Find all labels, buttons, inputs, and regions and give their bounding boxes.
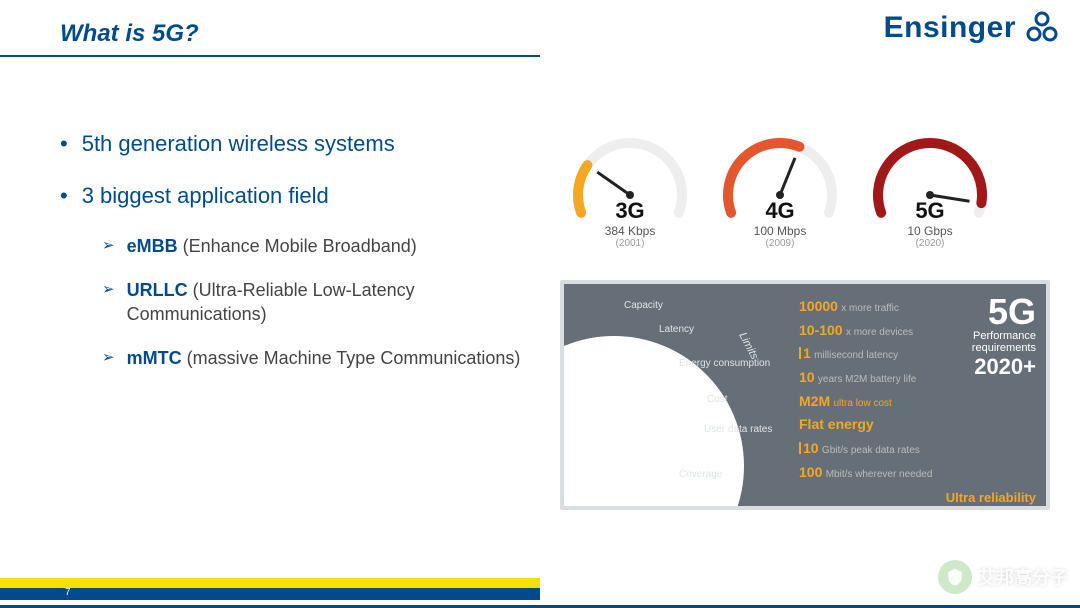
ray-label: Latency [659,324,694,335]
bullet-item: • 3 biggest application field [60,182,540,210]
metric-row: Flat energy [799,414,932,436]
metric-row: M2M ultra low cost [799,391,932,413]
panel-ultra: Ultra reliability [946,490,1036,505]
gauge-year: (2001) [560,238,700,249]
metric-row: 1 millisecond latency [799,343,932,365]
page-number: 7 [65,587,71,598]
brand-logo: Ensinger [884,10,1060,46]
sub-text: mMTC (massive Machine Type Communication… [127,346,521,370]
footer-yellow-bar [0,578,540,588]
sub-bullet: ➢ eMBB (Enhance Mobile Broadband) [102,234,540,258]
ray-label: User data rates [704,424,772,435]
bullet-text: 3 biggest application field [82,182,329,210]
metric-row: 10000 x more traffic [799,296,932,318]
bullet-dot-icon: • [60,130,68,158]
ray-label: Capacity [624,300,663,311]
gauge: 4G 100 Mbps (2009) [710,130,850,249]
sub-text: eMBB (Enhance Mobile Broadband) [127,234,417,258]
sub-bullet: ➢ URLLC (Ultra-Reliable Low-Latency Comm… [102,278,540,326]
brand-name: Ensinger [884,11,1016,45]
bullet-dot-icon: • [60,182,68,210]
watermark-text: 艾邦高分子 [978,564,1068,590]
gauge-speed: 100 Mbps [710,224,850,238]
speed-gauges: 3G 384 Kbps (2001) 4G 100 Mbps (2009) 5G… [560,130,1000,249]
arrow-icon: ➢ [102,234,115,258]
panel-5g: 5G [946,294,1036,330]
sub-text: URLLC (Ultra-Reliable Low-Latency Commun… [127,278,540,326]
panel-year: 2020+ [946,354,1036,380]
gauge-year: (2020) [860,238,1000,249]
bullet-item: • 5th generation wireless systems [60,130,540,158]
arrow-icon: ➢ [102,278,115,302]
gauge: 5G 10 Gbps (2020) [860,130,1000,249]
ray-label: Coverage [679,469,722,480]
metric-row: 10 years M2M battery life [799,367,932,389]
gauge-year: (2009) [710,238,850,249]
brand-dots-icon [1024,10,1060,46]
gauge: 3G 384 Kbps (2001) [560,130,700,249]
requirements-panel: Capacity Latency Energy consumption Cost Use… [560,280,1050,510]
watermark-icon [938,560,972,594]
watermark: 艾邦高分子 [938,560,1068,594]
content-column: • 5th generation wireless systems • 3 bi… [60,130,540,390]
slide-title: What is 5G? [60,20,199,48]
ray-label: Cost [707,394,728,405]
metric-row: 10 Gbit/s peak data rates [799,438,932,460]
bullet-text: 5th generation wireless systems [82,130,395,158]
metric-row: 100 Mbit/s wherever needed [799,462,932,484]
panel-perf: Performance [946,330,1036,342]
panel-heading: 5G Performance requirements 2020+ Ultra … [946,294,1036,505]
footer-blue-bar [0,588,540,600]
ray-label: Energy consumption [679,358,770,369]
slide-header: What is 5G? Ensinger [0,0,1080,70]
sub-bullet: ➢ mMTC (massive Machine Type Communicati… [102,346,540,370]
limits-label: Limits [736,330,760,361]
panel-req: requirements [946,342,1036,354]
gauge-speed: 10 Gbps [860,224,1000,238]
metric-row: 10-100 x more devices [799,320,932,342]
arrow-icon: ➢ [102,346,115,370]
metrics-list: 10000 x more traffic10-100 x more device… [799,296,932,486]
gauge-speed: 384 Kbps [560,224,700,238]
title-underline [0,55,540,57]
